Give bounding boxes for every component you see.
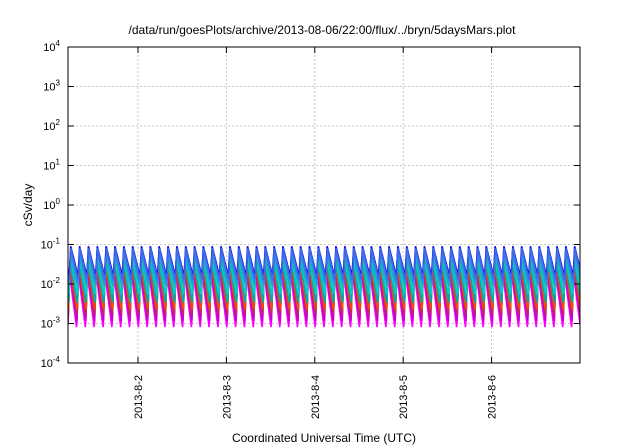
y-tick-label: 100 bbox=[43, 197, 60, 212]
series-line bbox=[68, 248, 580, 280]
y-tick-label: 103 bbox=[43, 79, 60, 94]
chart-title: /data/run/goesPlots/archive/2013-08-06/2… bbox=[129, 23, 517, 37]
y-tick-label: 10-1 bbox=[41, 237, 61, 252]
series-line bbox=[68, 246, 580, 276]
series-group bbox=[68, 246, 580, 328]
y-tick-label: 101 bbox=[43, 158, 60, 173]
x-tick-label: 2013-8-5 bbox=[398, 375, 410, 419]
x-tick-label: 2013-8-3 bbox=[221, 375, 233, 419]
y-tick-label: 102 bbox=[43, 118, 60, 133]
y-tick-label: 10-2 bbox=[41, 276, 61, 291]
y-axis-label: cSv/day bbox=[21, 184, 35, 227]
x-tick-label: 2013-8-4 bbox=[310, 375, 322, 419]
y-tick-label: 104 bbox=[43, 39, 60, 54]
x-tick-label: 2013-8-6 bbox=[487, 375, 499, 419]
y-tick-label: 10-4 bbox=[41, 355, 61, 370]
x-axis-label: Coordinated Universal Time (UTC) bbox=[232, 431, 416, 445]
x-tick-label: 2013-8-2 bbox=[133, 375, 145, 419]
axis-ticks: 10-4 10-3 10-2 10-1 100 101 102 103 104 2013-8-2 2… bbox=[41, 39, 580, 419]
y-tick-label: 10-3 bbox=[41, 316, 61, 331]
